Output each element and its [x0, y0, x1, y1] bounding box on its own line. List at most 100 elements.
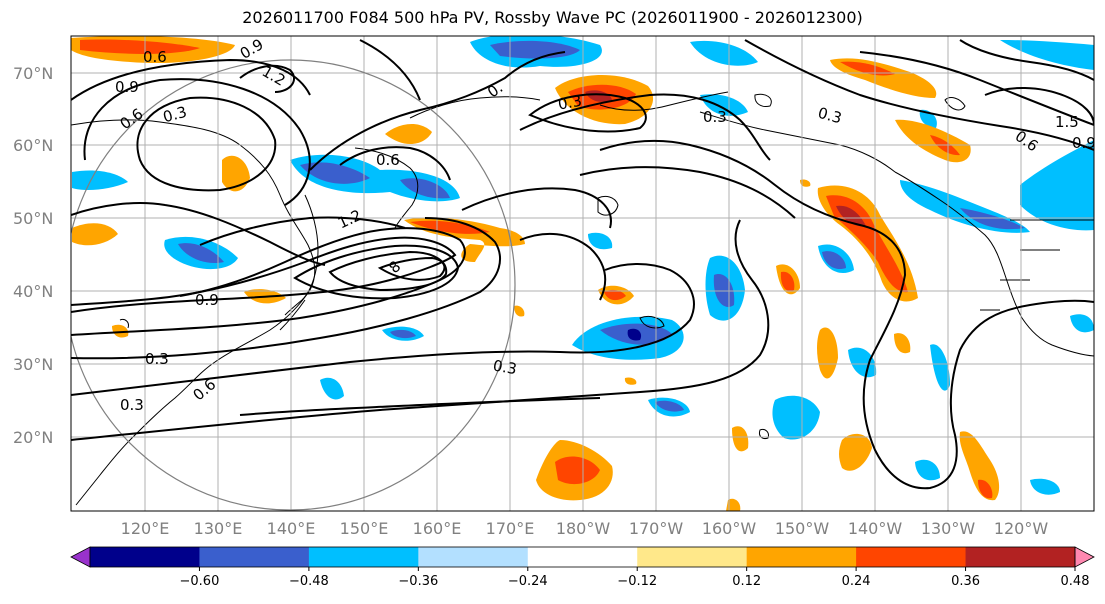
pos-patch: [604, 289, 626, 301]
coastline: [639, 315, 665, 329]
colorbar-tick-label: −0.24: [508, 574, 548, 589]
pv-contour: [859, 51, 1094, 126]
colorbar-extend-high: [1074, 546, 1095, 568]
neg-patch: [178, 243, 224, 264]
pv-contour: [599, 139, 1094, 490]
pv-contour: [136, 96, 277, 192]
contour-label: 0.6: [143, 48, 167, 66]
pv-contour: [959, 39, 1094, 81]
map-frame: [70, 35, 1095, 512]
neg-patch: [915, 459, 940, 481]
pos-patch: [894, 333, 911, 354]
coastline: [597, 196, 619, 216]
colorbar-box: [199, 547, 310, 567]
colorbar-tick-label: 0.12: [732, 574, 761, 589]
lon-label: 130°E: [194, 519, 243, 538]
pv-contour: [984, 87, 1094, 126]
pv-contour: [339, 146, 451, 181]
pv-contours: [71, 39, 1094, 490]
pos-patch: [800, 179, 811, 187]
neg-patch: [1030, 478, 1060, 495]
pos-patch: [959, 431, 1000, 501]
coastline: [754, 93, 772, 107]
lon-label: 170°W: [629, 519, 684, 538]
neg-patch: [627, 328, 642, 341]
coastline: [944, 97, 966, 111]
pos-patch: [978, 479, 993, 499]
contour-label: 0.3: [492, 356, 519, 378]
lon-label: 160°W: [702, 519, 757, 538]
neg-patch: [772, 395, 820, 440]
colorbar-tick-label: −0.60: [180, 574, 220, 589]
pos-patch: [817, 327, 838, 379]
pos-patch: [72, 223, 118, 246]
neg-patch: [930, 344, 950, 391]
contour-label: 0.3: [145, 350, 169, 368]
pos-patch: [836, 205, 866, 227]
lon-label: 160°E: [413, 519, 462, 538]
pv-contour: [519, 232, 607, 301]
neg-patch: [1070, 314, 1094, 333]
contour-label: 0.9: [1072, 134, 1096, 152]
map-title: 2026011700 F084 500 hPa PV, Rossby Wave …: [242, 8, 863, 27]
coastline: [894, 171, 1023, 319]
pos-patch: [385, 123, 432, 145]
pv-contour: [528, 93, 647, 133]
lat-label: 20°N: [13, 428, 53, 447]
coastline: [980, 219, 1094, 311]
pv-contour: [328, 250, 448, 292]
contour-label: 0.6: [376, 151, 400, 169]
contour-label: 0.3: [816, 104, 844, 128]
lon-label: 120°W: [994, 519, 1049, 538]
coastline: [119, 319, 129, 329]
colorbar-box: [965, 547, 1076, 567]
colorbar-box: [856, 547, 967, 567]
lon-label: 170°E: [486, 519, 535, 538]
colorbar-box: [527, 547, 638, 567]
contour-label: 1.5: [1055, 113, 1079, 131]
colorbar-tick-label: −0.36: [398, 574, 438, 589]
pos-patch: [222, 155, 250, 192]
lat-label: 50°N: [13, 209, 53, 228]
pos-patch: [514, 305, 525, 317]
pos-patch: [840, 61, 895, 76]
pv-contour: [239, 64, 295, 93]
colorbar-tick-label: −0.48: [289, 574, 329, 589]
lon-label: 150°W: [775, 519, 830, 538]
colorbar-tick-label: 0.48: [1061, 574, 1090, 589]
pv-contour: [744, 39, 1094, 151]
neg-patch: [320, 377, 344, 400]
pv-contour: [579, 166, 796, 219]
pos-patch: [839, 433, 872, 471]
pv-contour: [239, 397, 601, 416]
pv-contour: [309, 51, 566, 171]
lon-label: 130°W: [921, 519, 976, 538]
pos-patch: [726, 498, 741, 511]
pos-patch: [80, 39, 200, 54]
neg-patch: [72, 170, 128, 190]
lon-label: 180°W: [556, 519, 611, 538]
pv-contour: [83, 78, 311, 206]
neg-patch: [390, 329, 416, 339]
pv-contour: [461, 187, 612, 229]
pv-contour: [293, 244, 460, 300]
coastline: [759, 429, 769, 439]
colorbar-box: [308, 547, 419, 567]
coastline: [409, 96, 541, 119]
pv-contour: [71, 202, 326, 266]
pos-patch: [555, 456, 600, 485]
pos-patch: [732, 426, 749, 452]
contour-label: 0.9: [195, 291, 219, 309]
pv-contour: [71, 227, 466, 336]
neg-patch: [700, 94, 748, 116]
pos-patch: [624, 377, 637, 385]
lat-label: 40°N: [13, 282, 53, 301]
colorbar-box: [418, 547, 529, 567]
lat-label: 70°N: [13, 64, 53, 83]
lon-label: 120°E: [121, 519, 170, 538]
colorbar: −0.60 −0.48 −0.36 −0.24 −0.12 0.12 0.24 0.36 0.4…: [70, 546, 1095, 589]
pos-patch: [410, 220, 490, 234]
colorbar-tick-label: −0.12: [617, 574, 657, 589]
colorbar-tick-label: 0.24: [842, 574, 871, 589]
